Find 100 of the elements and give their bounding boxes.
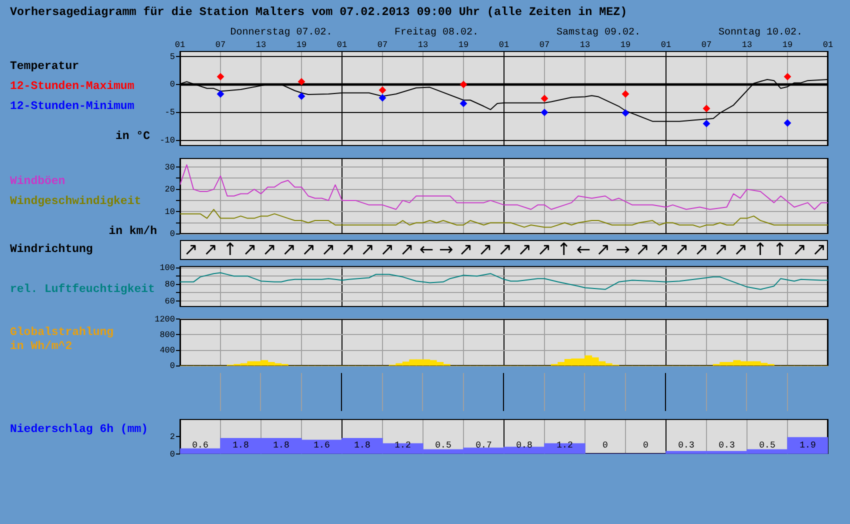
x-tick-label: 19 — [296, 40, 307, 50]
text: ↑ — [753, 240, 768, 260]
data-label: 1.8 — [273, 440, 290, 450]
x-tick-label: 13 — [742, 40, 752, 50]
y-tick-label: 2 — [170, 432, 175, 442]
x2-tick-label: Freitag 08.02. — [394, 26, 479, 39]
data-label: 0.7 — [476, 440, 492, 450]
y-tick-label: 100 — [160, 263, 175, 274]
text: ↗ — [792, 240, 807, 260]
text: ↗ — [694, 240, 708, 260]
text: Temperatur — [10, 60, 80, 73]
data-label: 0.3 — [718, 440, 735, 450]
x-tick-label: 07 — [215, 40, 226, 50]
text: ← — [576, 240, 591, 260]
text: ↑ — [556, 240, 572, 260]
data-label: 1.6 — [314, 440, 330, 450]
text: ↑ — [222, 240, 238, 260]
data-label: 0.3 — [678, 440, 694, 450]
y-tick-label: 80 — [164, 280, 175, 290]
x-tick-label: 13 — [580, 40, 590, 50]
y-tick-label: 5 — [170, 52, 175, 62]
y-tick-label: -10 — [160, 136, 175, 146]
chart-title: Vorhersagediagramm für die Station Malters vom 07.02.2013 09:00 Uhr (alle Zeiten in MEZ) — [10, 5, 628, 19]
x-tick-label: 01 — [822, 40, 834, 50]
text: ↗ — [262, 240, 276, 260]
text: Windböen — [10, 175, 66, 188]
data-label: 1.8 — [232, 440, 249, 450]
text: Globalstrahlung — [10, 326, 114, 339]
y-tick-label: 30 — [164, 162, 175, 172]
text: 12-Stunden-Minimum — [10, 100, 134, 113]
x-tick-label: 13 — [256, 40, 266, 50]
text: ↗ — [400, 240, 414, 260]
text: ↗ — [321, 240, 336, 260]
x-tick-label: 19 — [458, 40, 469, 50]
data-label: 0.6 — [192, 440, 208, 450]
text: ↗ — [184, 240, 198, 260]
x2-tick-label: Samstag 09.02. — [556, 28, 641, 39]
y-tick-label: 400 — [160, 346, 175, 356]
data-label: 0.5 — [759, 440, 776, 450]
text: ↗ — [714, 240, 728, 260]
x2-tick-label: Sonntag 10.02. — [718, 28, 803, 39]
y-tick-label: 1200 — [154, 314, 175, 324]
x-tick-label: 01 — [660, 40, 672, 50]
text: ← — [419, 240, 434, 260]
text: ↗ — [340, 240, 356, 260]
text: Windrichtung — [10, 243, 93, 256]
data-label: 0.8 — [516, 440, 532, 450]
y-tick-label: 20 — [164, 184, 175, 195]
x-tick-label: 13 — [418, 40, 428, 50]
data-label: 1.2 — [394, 440, 411, 450]
data-label: 0 — [643, 440, 648, 450]
y-axis-title: in °C — [115, 130, 150, 143]
text: 12-Stunden-Maximum — [10, 80, 134, 93]
text: ↗ — [596, 240, 610, 260]
text: ↗ — [518, 240, 532, 260]
data-label: 0 — [602, 440, 608, 450]
x2-tick-label: Donnerstag 07.02. — [230, 28, 332, 39]
x-tick-label: 19 — [620, 40, 631, 50]
data-label: 1.8 — [354, 440, 370, 450]
y-tick-label: 0 — [170, 80, 175, 90]
text: → — [616, 240, 630, 260]
x-tick-label: 07 — [377, 40, 388, 50]
text: ↗ — [654, 240, 670, 260]
y-tick-label: 0 — [170, 229, 175, 240]
y-axis-title: in Wh/m^2 — [10, 340, 72, 353]
y-tick-label: 0 — [170, 361, 175, 372]
text: ↗ — [674, 240, 689, 260]
y-tick-label: 60 — [164, 296, 175, 306]
y-tick-label: 10 — [164, 206, 175, 217]
text: ↗ — [498, 240, 512, 260]
text: ↗ — [302, 240, 316, 260]
text: Niederschlag 6h (mm) — [10, 423, 148, 436]
text: ↑ — [772, 240, 788, 260]
text: ↗ — [242, 240, 257, 260]
x-tick-label: 01 — [174, 40, 186, 50]
x-tick-label: 01 — [498, 40, 510, 50]
text: → — [438, 240, 454, 260]
text: ↗ — [635, 240, 650, 260]
x-tick-label: 07 — [539, 40, 550, 50]
text: ↗ — [537, 240, 552, 260]
data-label: 1.9 — [800, 440, 816, 450]
y-tick-label: 0 — [170, 449, 175, 460]
text: rel. Luftfeuchtigkeit — [10, 283, 155, 296]
x-tick-label: 07 — [701, 40, 712, 50]
text: ↗ — [458, 240, 473, 260]
text: ↗ — [812, 240, 826, 260]
text: ↗ — [478, 240, 492, 260]
y-tick-label: -5 — [164, 108, 175, 118]
x-tick-label: 19 — [782, 40, 793, 50]
data-label: 1.2 — [556, 440, 573, 450]
data-label: 0.5 — [435, 440, 452, 450]
y-axis-title: in km/h — [108, 225, 157, 238]
y-tick-label: 800 — [160, 330, 175, 340]
text: ↗ — [203, 240, 218, 260]
text: Windgeschwindigkeit — [10, 195, 142, 208]
x-tick-label: 01 — [336, 40, 348, 50]
text: ↗ — [734, 240, 748, 260]
text: ↗ — [380, 240, 394, 260]
text: ↗ — [282, 240, 296, 260]
text: ↗ — [360, 240, 375, 260]
